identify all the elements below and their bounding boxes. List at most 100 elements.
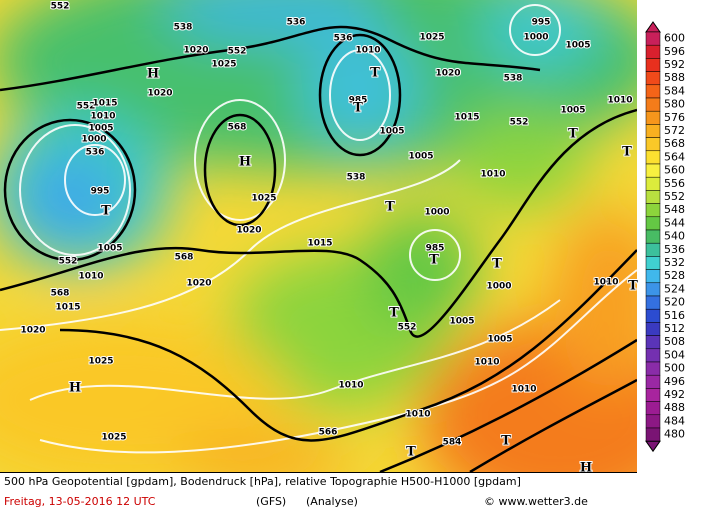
legend-label: 516 bbox=[664, 309, 685, 322]
legend-label: 560 bbox=[664, 164, 685, 177]
legend-swatch bbox=[645, 84, 661, 99]
map-label: 1025 bbox=[211, 60, 236, 70]
legend-swatch bbox=[645, 348, 661, 363]
legend-swatch bbox=[645, 150, 661, 165]
map-label: 538 bbox=[174, 23, 193, 33]
map-label: 552 bbox=[77, 102, 96, 112]
map-label: 985 bbox=[349, 96, 368, 106]
legend-label: 544 bbox=[664, 216, 685, 229]
legend-label: 552 bbox=[664, 190, 685, 203]
map-label: 1000 bbox=[424, 208, 449, 218]
legend-label: 504 bbox=[664, 348, 685, 361]
map-label: 1020 bbox=[183, 46, 208, 56]
color-legend: 6005965925885845805765725685645605565525… bbox=[645, 21, 685, 453]
legend-label: 488 bbox=[664, 401, 685, 414]
map-label: 1005 bbox=[88, 124, 113, 134]
map-label: 1015 bbox=[92, 99, 117, 109]
map-label: H bbox=[69, 381, 81, 396]
map-label: 995 bbox=[91, 187, 110, 197]
caption-date: Freitag, 13-05-2016 12 UTC bbox=[4, 495, 156, 508]
legend-label: 520 bbox=[664, 296, 685, 309]
map-label: H bbox=[239, 155, 251, 170]
legend-swatch bbox=[645, 282, 661, 297]
map-label: 1005 bbox=[449, 317, 474, 327]
legend-arrow-up bbox=[645, 21, 661, 33]
legend-swatch bbox=[645, 71, 661, 86]
map-label: 1010 bbox=[90, 112, 115, 122]
legend-label: 480 bbox=[664, 428, 685, 441]
legend-label: 596 bbox=[664, 45, 685, 58]
legend-swatch bbox=[645, 427, 661, 442]
map-label: 536 bbox=[287, 18, 306, 28]
map-label: 1010 bbox=[78, 272, 103, 282]
map-label: T bbox=[622, 145, 632, 160]
legend-swatch bbox=[645, 401, 661, 416]
legend-swatch bbox=[645, 44, 661, 59]
legend-label: 524 bbox=[664, 282, 685, 295]
caption-line: 500 hPa Geopotential [gpdam], Bodendruck… bbox=[4, 475, 521, 488]
legend-swatch bbox=[645, 176, 661, 191]
map-label: 568 bbox=[175, 253, 194, 263]
map-label: 1005 bbox=[560, 106, 585, 116]
map-label: T bbox=[101, 204, 111, 219]
legend-swatch bbox=[645, 269, 661, 284]
map-label: 552 bbox=[510, 118, 529, 128]
legend-label: 496 bbox=[664, 375, 685, 388]
legend-swatch bbox=[645, 308, 661, 323]
map-label: 1000 bbox=[486, 282, 511, 292]
map-label: 1000 bbox=[81, 135, 106, 145]
legend-label: 568 bbox=[664, 137, 685, 150]
map-label: T bbox=[353, 101, 363, 116]
map-label: 1005 bbox=[408, 152, 433, 162]
legend-swatch bbox=[645, 110, 661, 125]
legend-swatch bbox=[645, 361, 661, 376]
legend-arrow-down bbox=[645, 440, 661, 453]
map-label: 552 bbox=[228, 47, 247, 57]
map-label: 1005 bbox=[565, 41, 590, 51]
map-label: T bbox=[406, 445, 416, 460]
legend-swatch bbox=[645, 137, 661, 152]
legend-label: 572 bbox=[664, 124, 685, 137]
legend-label: 564 bbox=[664, 150, 685, 163]
map-label: 538 bbox=[504, 74, 523, 84]
legend-label: 532 bbox=[664, 256, 685, 269]
legend-swatch bbox=[645, 190, 661, 204]
map-label: 1025 bbox=[419, 33, 444, 43]
legend-label: 556 bbox=[664, 177, 685, 190]
legend-label: 536 bbox=[664, 243, 685, 256]
legend-swatch bbox=[645, 374, 661, 389]
legend-swatch bbox=[645, 58, 661, 72]
map-label: 536 bbox=[86, 148, 105, 158]
legend-swatch bbox=[645, 97, 661, 112]
legend-label: 528 bbox=[664, 269, 685, 282]
map-label: 1010 bbox=[593, 278, 618, 288]
map-label: 1010 bbox=[355, 46, 380, 56]
map-label: 1020 bbox=[435, 69, 460, 79]
map-label: 995 bbox=[532, 18, 551, 28]
map-label: H bbox=[147, 67, 159, 82]
legend-swatch bbox=[645, 335, 661, 350]
caption-run: (Analyse) bbox=[306, 495, 358, 508]
legend-label: 600 bbox=[664, 32, 685, 45]
map-label: 552 bbox=[59, 257, 78, 267]
map-label: 568 bbox=[51, 289, 70, 299]
legend-swatch bbox=[645, 256, 661, 270]
map-label: T bbox=[389, 306, 399, 321]
map-label: 1005 bbox=[487, 335, 512, 345]
map-label: T bbox=[385, 200, 395, 215]
map-label: 552 bbox=[398, 323, 417, 333]
map-label: 1025 bbox=[251, 194, 276, 204]
map-label: 1020 bbox=[186, 279, 211, 289]
legend-swatch bbox=[645, 163, 661, 178]
map-label: 1000 bbox=[523, 33, 548, 43]
legend-swatch bbox=[645, 388, 661, 402]
caption-credit: © www.wetter3.de bbox=[484, 495, 588, 508]
map-label: 1005 bbox=[379, 127, 404, 137]
map-label: 538 bbox=[347, 173, 366, 183]
map-label: 1010 bbox=[474, 358, 499, 368]
map-label: 536 bbox=[334, 34, 353, 44]
legend-label: 580 bbox=[664, 98, 685, 111]
map-label: T bbox=[492, 257, 502, 272]
